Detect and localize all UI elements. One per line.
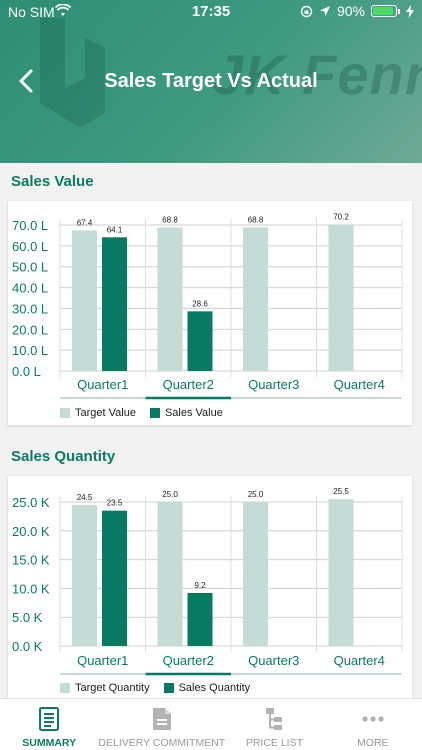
legend-swatch-target <box>60 408 70 418</box>
bar-target <box>243 502 268 646</box>
back-button[interactable] <box>12 66 42 96</box>
bar-actual <box>102 510 127 646</box>
y-tick-label: 10.0 K <box>12 581 50 596</box>
orientation-lock-icon <box>300 5 313 17</box>
section-title-sales-quantity: Sales Quantity <box>11 448 116 465</box>
y-tick-label: 25.0 K <box>12 495 50 510</box>
sales-value-legend: Target Value Sales Value <box>60 407 231 419</box>
sales-quantity-chart-card: 0.0 K 5.0 K 10.0 K 15.0 K 20.0 K 25.0 K 24.5 23… <box>8 476 412 698</box>
legend-label-actual: Sales Value <box>164 407 223 419</box>
bottom-tab-bar: SUMMARY DELIVERY COMMITMENT PRICE LIST M… <box>0 698 422 750</box>
category-label: Quarter2 <box>163 377 214 392</box>
category-label: Quarter4 <box>334 653 385 668</box>
brand-watermark: JK Fenner <box>212 43 422 106</box>
bar-target <box>72 504 97 646</box>
legend-label-target-quantity: Target Quantity <box>75 682 150 694</box>
bar-actual <box>187 311 213 371</box>
status-time: 17:35 <box>191 3 231 20</box>
page-title: Sales Target Vs Actual <box>104 70 318 92</box>
data-label-target: 70.2 <box>333 213 349 222</box>
legend-label-target: Target Value <box>75 407 136 419</box>
data-label-target: 25.0 <box>162 490 178 499</box>
section-title-sales-value: Sales Value <box>11 173 94 190</box>
category-label: Quarter1 <box>77 377 128 392</box>
data-label-target: 25.5 <box>333 487 349 496</box>
category-label: Quarter3 <box>248 377 299 392</box>
legend-item-actual[interactable]: Sales Value <box>149 407 223 419</box>
sales-quantity-legend: Target Quantity Sales Quantity <box>60 682 258 694</box>
legend-swatch-actual-quantity <box>163 683 174 693</box>
document-icon <box>39 707 60 731</box>
y-tick-label: 40.0 L <box>12 281 48 296</box>
hierarchy-icon <box>266 708 283 730</box>
charging-icon <box>406 4 414 18</box>
y-tick-label: 20.0 L <box>12 322 48 337</box>
tab-delivery-commitment[interactable]: DELIVERY COMMITMENT <box>98 699 225 750</box>
carrier-label: No SIM <box>8 4 55 20</box>
data-label-target: 68.8 <box>248 216 264 225</box>
battery-percent: 90% <box>336 3 365 19</box>
sales-value-chart-card: 0.0 L 10.0 L 20.0 L 30.0 L 40.0 L 50.0 L 60.0 … <box>8 201 412 425</box>
bar-target <box>328 499 354 646</box>
bar-target <box>243 227 268 371</box>
category-label: Quarter2 <box>163 653 214 668</box>
sales-value-chart: 0.0 L 10.0 L 20.0 L 30.0 L 40.0 L 50.0 L 60.0 … <box>12 213 403 400</box>
battery-icon <box>371 5 397 17</box>
tab-summary-label: SUMMARY <box>22 737 77 749</box>
y-tick-label: 50.0 L <box>12 260 48 275</box>
location-icon <box>319 6 330 16</box>
y-tick-label: 30.0 L <box>12 301 48 316</box>
y-tick-label: 70.0 L <box>12 218 48 233</box>
legend-label-actual-quantity: Sales Quantity <box>178 682 251 694</box>
bar-actual <box>102 237 127 371</box>
category-label: Quarter3 <box>248 653 299 668</box>
data-label-actual: 23.5 <box>107 499 123 508</box>
y-tick-label: 10.0 L <box>12 343 48 358</box>
tab-summary[interactable]: SUMMARY <box>0 699 98 750</box>
tab-price-list-label: PRICE LIST <box>245 737 303 749</box>
tab-more[interactable]: MORE <box>324 699 422 750</box>
more-dots-icon <box>362 716 384 722</box>
legend-item-actual-quantity[interactable]: Sales Quantity <box>163 682 251 694</box>
legend-item-target-quantity[interactable]: Target Quantity <box>60 682 150 694</box>
data-label-target: 67.4 <box>77 218 93 227</box>
data-label-target: 24.5 <box>77 493 93 502</box>
category-label: Quarter1 <box>77 653 128 668</box>
bar-target <box>328 224 354 371</box>
y-tick-label: 5.0 K <box>12 610 43 625</box>
battery-tip <box>398 8 400 14</box>
data-label-actual: 28.6 <box>192 299 208 308</box>
y-tick-label: 60.0 L <box>12 239 48 254</box>
tab-delivery-commitment-label: DELIVERY COMMITMENT <box>98 737 226 749</box>
file-icon <box>152 708 171 730</box>
data-label-actual: 64.1 <box>107 225 123 234</box>
bar-target <box>72 230 97 371</box>
data-label-target: 68.8 <box>162 216 178 225</box>
legend-item-target[interactable]: Target Value <box>60 407 136 419</box>
sales-quantity-chart: 0.0 K 5.0 K 10.0 K 15.0 K 20.0 K 25.0 K 24.5 23… <box>12 487 403 676</box>
y-tick-label: 0.0 K <box>12 639 43 654</box>
y-tick-label: 20.0 K <box>12 524 50 539</box>
y-tick-label: 0.0 L <box>12 364 41 379</box>
status-bar: No SIM 17:35 90% <box>0 0 422 24</box>
data-label-target: 25.0 <box>248 490 264 499</box>
wifi-icon <box>55 4 71 16</box>
tab-price-list[interactable]: PRICE LIST <box>225 699 323 750</box>
legend-swatch-target-quantity <box>60 683 70 693</box>
bar-target <box>157 502 183 646</box>
app-header: JK Fenner No SIM 17:35 90% Sales <box>0 0 422 163</box>
bar-target <box>157 227 183 371</box>
tab-more-label: MORE <box>357 737 389 749</box>
data-label-actual: 9.2 <box>194 581 206 590</box>
brand-logo-icon <box>40 18 105 128</box>
bar-actual <box>187 593 213 646</box>
category-label: Quarter4 <box>334 377 385 392</box>
legend-swatch-actual <box>149 408 160 418</box>
y-tick-label: 15.0 K <box>12 553 50 568</box>
